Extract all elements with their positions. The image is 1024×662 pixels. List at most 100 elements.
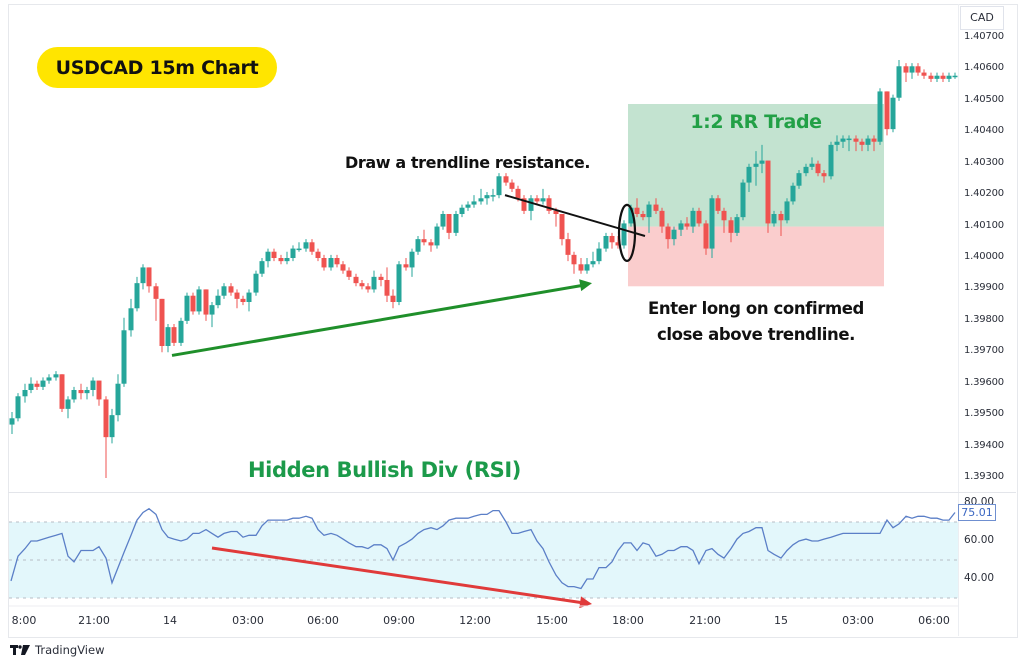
candle-body [390, 295, 396, 302]
candle-body [78, 390, 84, 394]
candle-body [259, 261, 265, 274]
candle-body [71, 390, 77, 400]
price-axis-label: 1.39500 [964, 408, 1004, 420]
candle-body [952, 75, 958, 78]
candle-body [365, 286, 371, 290]
candle-body [378, 276, 384, 280]
candle-body [171, 327, 177, 343]
candle-body [796, 173, 802, 186]
candle-body [877, 91, 883, 142]
candle-body [903, 66, 909, 73]
annotation-draw-trendline: Draw a trendline resistance. [345, 153, 591, 172]
tradingview-logo-text: TradingView [35, 643, 105, 657]
candle-body [96, 380, 102, 400]
candle-body [809, 163, 815, 167]
price-axis-label: 1.39800 [964, 313, 1004, 325]
candle-body [621, 223, 627, 246]
candle-body [134, 283, 140, 309]
candle-body [765, 160, 771, 224]
candle-body [403, 264, 409, 268]
tradingview-logo[interactable]: TradingView [10, 643, 104, 657]
breakout-ellipse [617, 203, 637, 262]
candle-body [465, 204, 471, 208]
time-axis-label: 06:00 [918, 614, 950, 627]
time-axis-label: 18:00 [612, 614, 644, 627]
candle-body [815, 163, 821, 174]
candle-body [884, 91, 890, 130]
time-axis-label: 15 [774, 614, 788, 627]
candle-body [740, 182, 746, 218]
candle-body [671, 229, 677, 240]
candle-body [84, 390, 90, 394]
price-axis-label: 1.39700 [964, 345, 1004, 357]
chart-title: USDCAD 15m Chart [37, 47, 277, 88]
candle-body [421, 239, 427, 243]
rsi-divergence-arrow-line [211, 546, 585, 605]
candle-body [22, 390, 28, 397]
candle-body [853, 138, 859, 142]
candle-body [446, 214, 452, 233]
candle-body [734, 217, 740, 233]
candle-body [215, 295, 221, 306]
candle-body [759, 160, 765, 164]
candle-body [271, 251, 277, 258]
candle-body [859, 141, 865, 145]
candle-body [409, 251, 415, 268]
candle-body [309, 242, 315, 252]
candle-body [103, 399, 109, 438]
candle-body [840, 138, 846, 142]
candle-body [415, 239, 421, 252]
annotation-enter-long-line2: close above trendline. [657, 325, 855, 344]
candle-body [871, 138, 877, 142]
price-axis-label: 1.40300 [964, 156, 1004, 168]
candle-body [334, 258, 340, 265]
rsi-line [10, 507, 956, 590]
candle-body [321, 258, 327, 268]
candle-body [290, 248, 296, 258]
candle-body [484, 195, 490, 199]
candle-body [928, 75, 934, 79]
candle-body [53, 374, 59, 378]
price-axis-label: 1.40700 [964, 31, 1004, 42]
candle-body [246, 292, 252, 302]
price-axis-label: 1.39600 [964, 376, 1004, 388]
rsi-current-value: 75.01 [958, 504, 996, 521]
candle-body [296, 248, 302, 251]
price-axis-label: 1.40600 [964, 62, 1004, 74]
candle-body [265, 251, 271, 262]
annotation-hidden-divergence: Hidden Bullish Div (RSI) [248, 458, 521, 482]
currency-button[interactable]: CAD [960, 6, 1004, 30]
candle-body [553, 210, 559, 214]
candle-body [315, 251, 321, 258]
candle-body [278, 258, 284, 262]
candle-body [946, 75, 952, 79]
candle-body [940, 75, 946, 79]
pane-separator[interactable] [8, 492, 1016, 493]
candle-body [234, 292, 240, 299]
candle-body [596, 248, 602, 262]
price-axis-border [958, 4, 959, 636]
candle-body [303, 242, 309, 249]
candle-body [696, 210, 702, 224]
time-axis-label: 12:00 [459, 614, 491, 627]
candle-body [340, 264, 346, 271]
candle-body [346, 270, 352, 277]
candle-body [909, 66, 915, 73]
time-axis-label: 03:00 [842, 614, 874, 627]
candle-body [34, 383, 40, 387]
rsi-divergence-arrow-head-icon [579, 596, 592, 609]
candle-body [603, 236, 609, 249]
candle-body [584, 264, 590, 271]
candle-body [440, 214, 446, 227]
candle-body [846, 138, 852, 141]
candle-body [140, 267, 146, 284]
price-axis-label: 1.40000 [964, 251, 1004, 262]
candle-body [628, 207, 634, 224]
candle-body [834, 141, 840, 145]
candle-body [890, 97, 896, 130]
candle-body [15, 396, 21, 419]
price-axis-label: 1.40200 [964, 188, 1004, 200]
candle-body [934, 75, 940, 79]
tradingview-logo-icon [10, 644, 30, 656]
